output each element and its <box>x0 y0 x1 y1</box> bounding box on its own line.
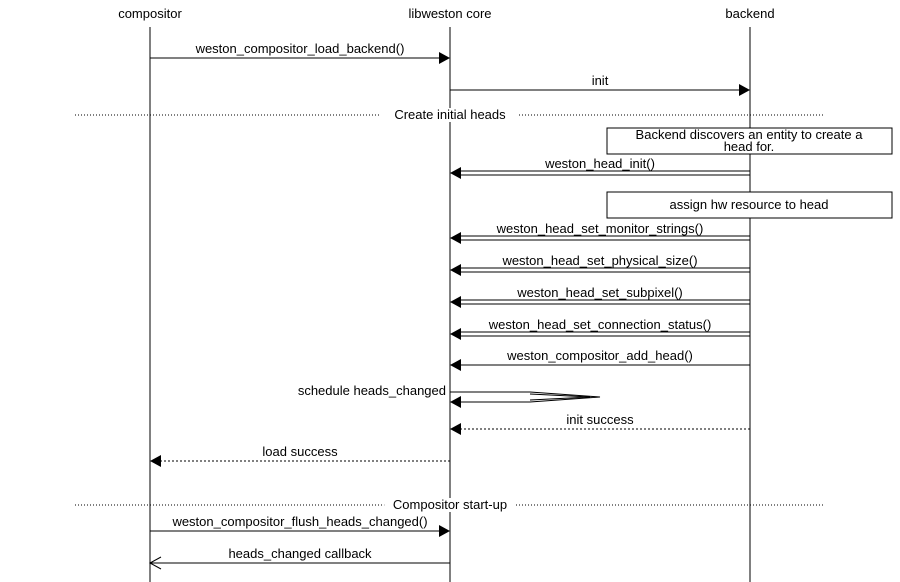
message-label: weston_compositor_add_head() <box>506 348 693 363</box>
arrowhead <box>450 328 461 340</box>
message-label: schedule heads_changed <box>298 383 446 398</box>
arrowhead <box>450 296 461 308</box>
note-box <box>606 127 893 155</box>
arrowhead <box>450 167 461 179</box>
open-arrowhead <box>148 556 162 570</box>
message-label: weston_head_init() <box>544 156 655 171</box>
message: weston_head_set_physical_size() <box>450 253 750 276</box>
separator-label-bg <box>381 108 519 122</box>
separator: Compositor start-up <box>75 497 825 512</box>
arrowhead <box>450 359 461 371</box>
separator-label-bg <box>384 498 516 512</box>
separator-label: Compositor start-up <box>393 497 507 512</box>
message: init <box>450 73 750 96</box>
message: weston_head_set_monitor_strings() <box>450 221 750 244</box>
arrowhead <box>450 264 461 276</box>
message-label: load success <box>262 444 338 459</box>
message: weston_compositor_add_head() <box>450 348 750 371</box>
message: weston_compositor_load_backend() <box>150 41 450 64</box>
note-text: head for. <box>724 139 775 154</box>
note-text: Backend discovers an entity to create a <box>636 127 864 142</box>
message-label: weston_compositor_flush_heads_changed() <box>171 514 427 529</box>
message: weston_head_set_connection_status() <box>450 317 750 340</box>
arrowhead <box>450 396 461 408</box>
arrowhead <box>450 423 461 435</box>
box: Backend discovers an entity to create ah… <box>606 127 893 155</box>
box: assign hw resource to head <box>606 191 893 219</box>
separator-label: Create initial heads <box>394 107 506 122</box>
self-arrow-inner <box>529 393 591 401</box>
arrowhead <box>439 52 450 64</box>
message: weston_compositor_flush_heads_changed() <box>150 514 450 537</box>
arrowhead <box>150 455 161 467</box>
message: heads_changed callback <box>148 546 450 570</box>
message: schedule heads_changed <box>298 383 601 408</box>
entity-label: compositor <box>118 6 182 21</box>
message-label: weston_head_set_monitor_strings() <box>496 221 704 236</box>
message-label: weston_compositor_load_backend() <box>195 41 405 56</box>
message-label: heads_changed callback <box>228 546 372 561</box>
arrowhead <box>739 84 750 96</box>
message-label: weston_head_set_subpixel() <box>516 285 683 300</box>
note-text: assign hw resource to head <box>670 197 829 212</box>
message-label: init success <box>566 412 634 427</box>
note-box <box>606 191 893 219</box>
arrowhead <box>439 525 450 537</box>
separator: Create initial heads <box>75 107 825 122</box>
message-label: weston_head_set_connection_status() <box>488 317 712 332</box>
message: load success <box>150 444 450 467</box>
message: weston_head_set_subpixel() <box>450 285 750 308</box>
message-label: weston_head_set_physical_size() <box>501 253 697 268</box>
message: weston_head_init() <box>450 156 750 179</box>
entity-label: libweston core <box>408 6 491 21</box>
message-label: init <box>592 73 609 88</box>
self-arrow <box>450 391 601 403</box>
arrowhead <box>450 232 461 244</box>
message: init success <box>450 412 750 435</box>
entity-label: backend <box>725 6 774 21</box>
